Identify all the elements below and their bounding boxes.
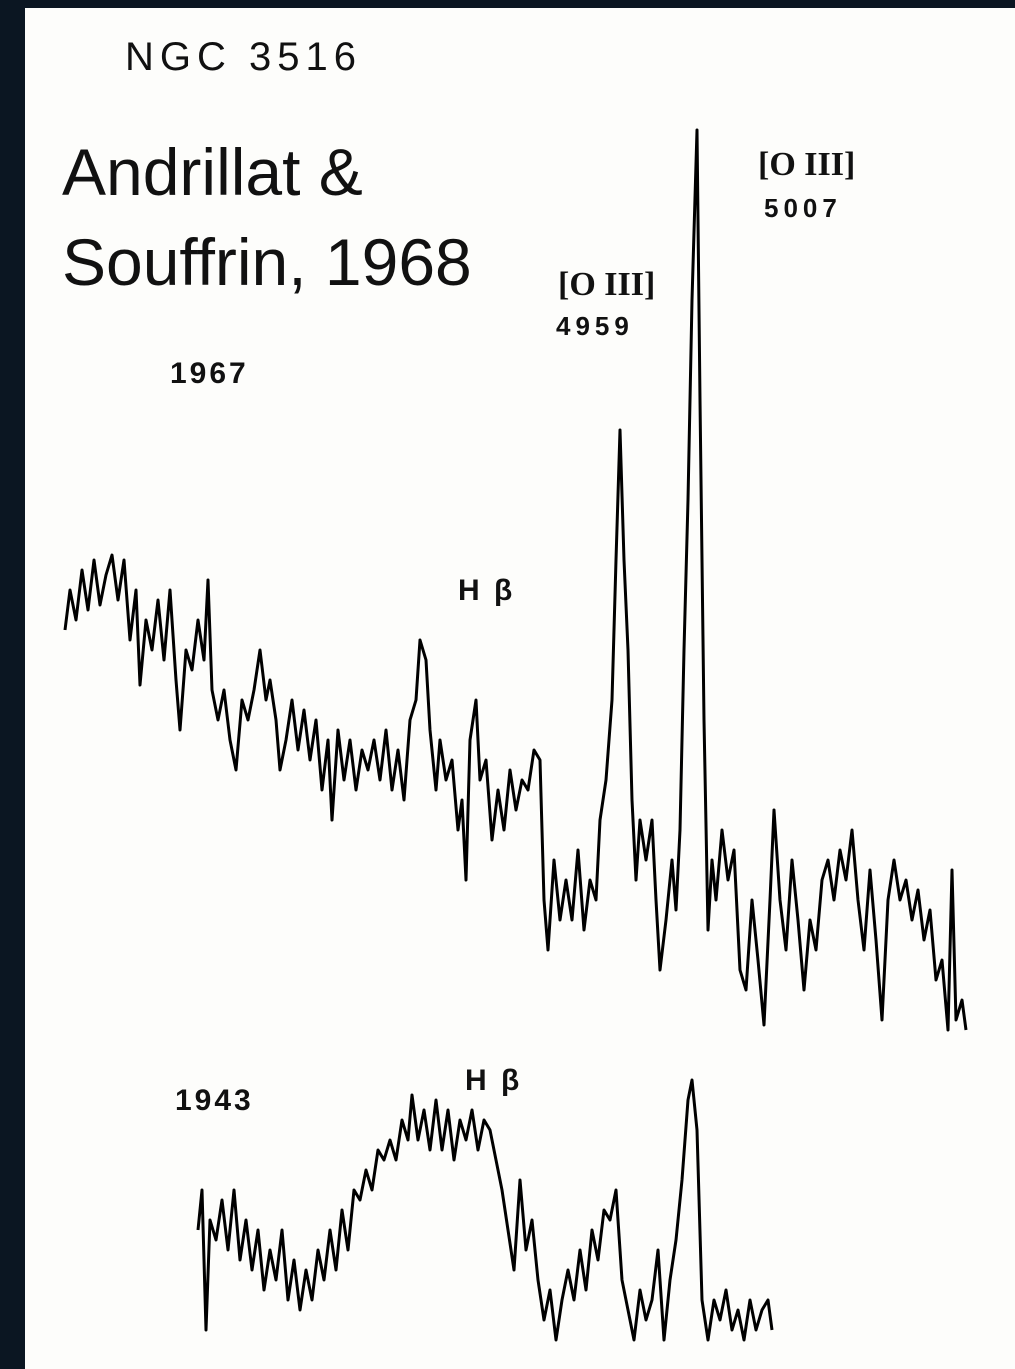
citation: Andrillat & [62,135,363,209]
line-label: H β [458,574,515,607]
line-ion: [O III] [558,266,655,303]
spectrum-1943 [196,1078,774,1342]
line-wavelength: 5007 [764,193,842,223]
line-ion: [O III] [758,146,855,183]
line-wavelength: 4959 [556,311,634,341]
spectrum-1967 [63,128,968,1032]
object-name: NGC 3516 [125,35,362,79]
figure-panel [25,8,1015,1369]
spectrum-year: 1943 [175,1084,254,1117]
line-label: H β [465,1064,522,1097]
spectrum-year: 1967 [170,357,249,390]
citation: Souffrin, 1968 [62,225,472,299]
